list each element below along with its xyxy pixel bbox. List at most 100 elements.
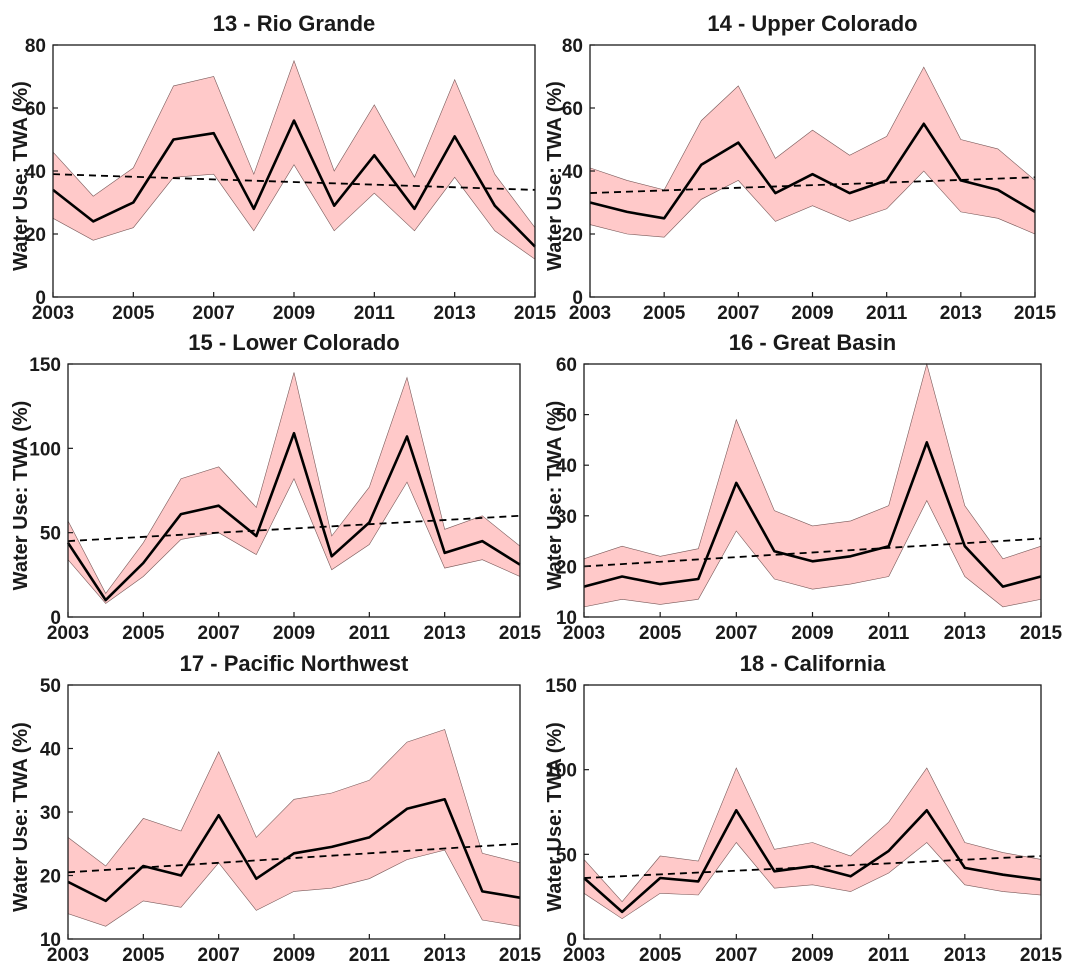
trend-line (52, 173, 536, 191)
x-tick-label: 2015 (1020, 623, 1063, 644)
x-tick-label: 2003 (563, 945, 605, 966)
x-tick-label: 2005 (639, 623, 682, 644)
y-tick-label: 50 (40, 676, 61, 697)
y-tick-label: 60 (562, 99, 583, 120)
chart-title: 16 - Great Basin (729, 330, 897, 355)
uncertainty-band (589, 66, 1036, 238)
x-tick-label: 2015 (514, 303, 557, 324)
y-tick-label: 30 (556, 507, 577, 528)
y-tick-label: 20 (25, 225, 46, 246)
chart-panel-3: 2003 2005 2007 2009 2011 2013 2015 0 50 100 150 15 … (10, 330, 542, 644)
y-tick-label: 50 (556, 406, 577, 427)
y-axis-label: Water Use: TWA (%) (544, 401, 566, 591)
uncertainty-band (583, 362, 1042, 608)
x-tick-label: 2013 (434, 303, 476, 324)
y-tick-label: 40 (40, 740, 61, 761)
uncertainty-band (583, 767, 1042, 920)
y-axis-label: Water Use: TWA (%) (544, 722, 566, 912)
y-axis-label: Water Use: TWA (%) (10, 722, 32, 912)
x-tick-label: 2009 (273, 945, 315, 966)
y-tick-label: 20 (556, 557, 577, 578)
y-tick-label: 0 (572, 288, 583, 309)
chart-title: 17 - Pacific Northwest (180, 651, 409, 676)
x-tick-label: 2003 (563, 623, 605, 644)
x-tick-label: 2007 (717, 303, 759, 324)
x-tick-label: 2013 (940, 303, 982, 324)
x-tick-label: 2011 (868, 945, 910, 966)
y-tick-label: 20 (40, 867, 61, 888)
y-axis-label: Water Use: TWA (%) (544, 81, 566, 271)
y-tick-label: 150 (545, 676, 577, 697)
trend-line (589, 176, 1036, 194)
x-tick-label: 2009 (273, 303, 315, 324)
x-tick-label: 2003 (47, 623, 89, 644)
chart-title: 15 - Lower Colorado (188, 330, 399, 355)
x-tick-label: 2011 (354, 303, 396, 324)
x-tick-label: 2007 (715, 945, 757, 966)
uncertainty-band (67, 729, 521, 927)
chart-panel-4: 2003 2005 2007 2009 2011 2013 2015 10 20 30 40 50 60… (544, 330, 1063, 644)
y-tick-label: 40 (556, 456, 577, 477)
x-tick-label: 2013 (424, 945, 466, 966)
x-tick-label: 2015 (499, 945, 542, 966)
y-tick-label: 50 (40, 524, 61, 545)
x-tick-label: 2005 (112, 303, 155, 324)
y-tick-label: 20 (562, 225, 583, 246)
chart-title: 13 - Rio Grande (213, 11, 376, 36)
x-tick-label: 2013 (944, 623, 986, 644)
x-tick-label: 2009 (791, 303, 833, 324)
x-tick-label: 2009 (273, 623, 315, 644)
y-tick-label: 40 (25, 162, 46, 183)
y-tick-label: 150 (29, 355, 61, 376)
y-tick-label: 40 (562, 162, 583, 183)
y-tick-label: 100 (29, 439, 61, 460)
x-tick-label: 2015 (1020, 945, 1063, 966)
y-tick-label: 0 (566, 930, 577, 951)
y-tick-label: 100 (545, 761, 577, 782)
axes-box (583, 684, 1042, 940)
x-tick-label: 2011 (868, 623, 910, 644)
uncertainty-band (52, 59, 536, 260)
chart-title: 18 - California (740, 651, 886, 676)
mean-line (52, 119, 536, 248)
chart-panel-5: 2003 2005 2007 2009 2011 2013 2015 10 20 30 40 50 17… (10, 651, 542, 966)
x-tick-label: 2005 (122, 945, 165, 966)
x-tick-label: 2011 (349, 623, 391, 644)
chart-panel-2: 2003 2005 2007 2009 2011 2013 2015 0 20 40 60 80 14 … (544, 11, 1057, 324)
mean-line (66, 431, 521, 602)
y-tick-label: 80 (25, 36, 46, 57)
x-tick-label: 2007 (193, 303, 235, 324)
y-tick-label: 80 (562, 36, 583, 57)
chart-title: 14 - Upper Colorado (707, 11, 917, 36)
x-tick-label: 2009 (791, 945, 833, 966)
x-tick-label: 2007 (198, 623, 240, 644)
x-tick-label: 2015 (1014, 303, 1057, 324)
x-tick-label: 2003 (32, 303, 74, 324)
x-tick-label: 2005 (122, 623, 165, 644)
y-tick-label: 0 (35, 288, 46, 309)
y-tick-label: 30 (40, 803, 61, 824)
x-tick-label: 2009 (791, 623, 833, 644)
trend-line (583, 537, 1042, 568)
chart-panel-1: 2003 2005 2007 2009 2011 2013 2015 0 20 40 60 80 13 … (10, 11, 557, 324)
x-tick-label: 2007 (715, 623, 757, 644)
y-tick-label: 50 (556, 845, 577, 866)
x-tick-label: 2011 (866, 303, 908, 324)
y-tick-label: 60 (25, 99, 46, 120)
y-tick-label: 10 (556, 608, 577, 629)
mean-line (589, 122, 1036, 220)
y-tick-label: 0 (50, 608, 61, 629)
x-tick-label: 2003 (569, 303, 611, 324)
x-tick-label: 2013 (944, 945, 986, 966)
y-axis-label: Water Use: TWA (%) (10, 81, 32, 271)
x-tick-label: 2015 (499, 623, 542, 644)
chart-panel-6: 2003 2005 2007 2009 2011 2013 2015 0 50 100 150 18 … (544, 651, 1063, 966)
mean-line (583, 441, 1042, 588)
x-tick-label: 2005 (639, 945, 682, 966)
x-tick-label: 2013 (424, 623, 466, 644)
y-tick-label: 60 (556, 355, 577, 376)
y-axis-label: Water Use: TWA (%) (10, 401, 32, 591)
mean-line (67, 797, 521, 903)
x-tick-label: 2003 (47, 945, 89, 966)
